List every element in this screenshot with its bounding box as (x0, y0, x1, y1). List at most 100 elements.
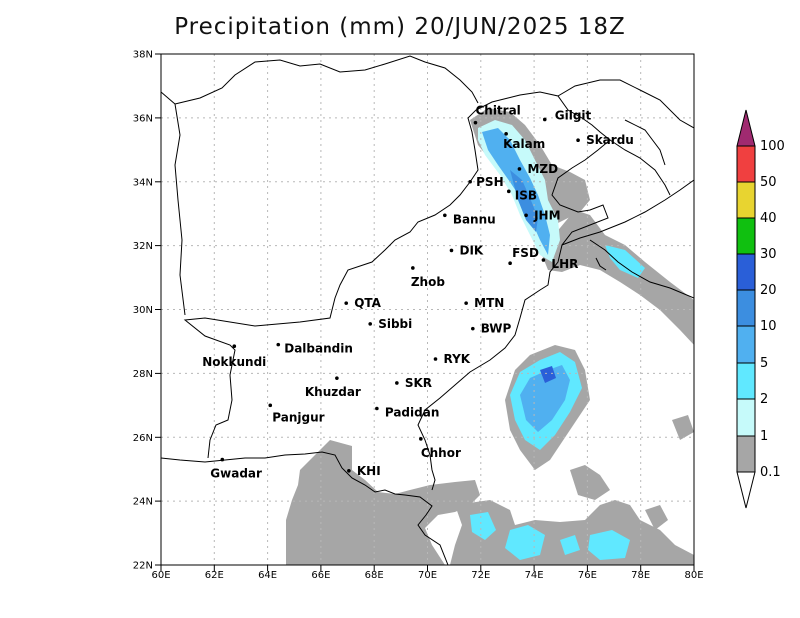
station-marker (276, 342, 281, 347)
india-border (561, 179, 694, 246)
station-label: Zhob (411, 275, 445, 289)
lon-axis-labels: 60E 62E 64E 66E 68E 70E 72E 74E 76E 78E … (151, 570, 703, 581)
precip-area-patch1 (645, 505, 668, 530)
lat-axis-labels: 22N 24N 26N 28N 30N 32N 34N 36N 38N (133, 50, 153, 572)
colorbar-segment (736, 398, 756, 437)
colorbar-label: 50 (760, 175, 777, 190)
colorbar-label: 10 (760, 319, 777, 334)
station-marker (443, 213, 447, 218)
colorbar-label: 100 (760, 139, 785, 154)
station-marker (220, 457, 225, 462)
gridlines (161, 54, 694, 565)
station-label: Panjgur (272, 410, 324, 424)
lon-tick-label: 74E (525, 570, 544, 581)
station-label: Skardu (586, 133, 634, 147)
station-marker (419, 437, 423, 441)
lon-tick-label: 68E (365, 570, 384, 581)
colorbar-label: 1 (760, 429, 768, 444)
boundaries (161, 55, 694, 565)
station-marker (344, 301, 349, 305)
lon-tick-label: 64E (258, 570, 277, 581)
colorbar-label: 2 (760, 392, 768, 407)
station-label: Kalam (503, 137, 545, 151)
map-title: Precipitation (mm) 20/JUN/2025 18Z (174, 14, 626, 40)
colorbar-segment (736, 253, 756, 291)
colorbar-label: 20 (760, 283, 777, 298)
station-label: DIK (459, 243, 483, 257)
station-marker (541, 258, 546, 262)
station-label: Chhor (421, 446, 461, 460)
station-marker (464, 301, 468, 305)
station-label: MZD (527, 162, 558, 176)
region-border2 (589, 239, 694, 299)
station-marker (368, 322, 373, 326)
station-marker (268, 403, 273, 408)
axis-ticks (155, 53, 695, 571)
lon-tick-label: 78E (631, 570, 650, 581)
afghanistan-north (174, 55, 479, 105)
station-marker (395, 381, 399, 385)
station-label: Chitral (475, 104, 520, 118)
station-label: SKR (405, 376, 432, 390)
colorbar-bottom-arrow (736, 471, 756, 509)
station-label: BWP (481, 322, 512, 336)
lat-tick-label: 22N (133, 561, 153, 572)
colorbar-segment (736, 325, 756, 364)
colorbar-segment (736, 289, 756, 327)
colorbar-label: 0.1 (760, 465, 781, 480)
station-label: RYK (443, 352, 470, 366)
station-label: JHM (533, 208, 560, 222)
lat-tick-label: 36N (133, 113, 153, 124)
station-marker (576, 138, 580, 143)
precip-area-arabian-heavy (540, 366, 556, 383)
station-marker (232, 344, 237, 349)
lat-tick-label: 38N (133, 50, 153, 61)
iran-border (161, 91, 186, 316)
precip-area-south-light2 (505, 525, 545, 560)
station-marker (335, 376, 339, 380)
station-marker (468, 179, 472, 184)
station-marker (517, 167, 522, 171)
kashmir-border (609, 139, 671, 196)
precip-area-south-light1 (470, 512, 496, 540)
precip-area-sea-coast (286, 440, 480, 565)
station-label: Gilgit (555, 108, 592, 122)
colorbar-top-arrow (736, 109, 756, 147)
lon-tick-label: 76E (578, 570, 597, 581)
station-marker (433, 357, 438, 361)
lat-tick-label: 30N (133, 305, 153, 316)
lat-tick-label: 24N (133, 497, 153, 508)
coastline (161, 451, 449, 565)
station-marker (471, 326, 475, 331)
station-marker (473, 120, 478, 125)
lon-tick-label: 80E (684, 570, 703, 581)
precip-area-east-south (570, 465, 610, 500)
colorbar-label: 30 (760, 247, 777, 262)
precip-area-arabian-medium (520, 365, 570, 432)
colorbar-segment (736, 217, 756, 255)
station-label: Khuzdar (305, 385, 361, 399)
station-marker (347, 468, 351, 473)
station-marker (375, 406, 379, 411)
river-fragment (595, 257, 607, 271)
station-marker (524, 213, 528, 218)
precip-area-south-light3 (588, 530, 630, 560)
pakistan-border (183, 91, 611, 491)
precip-area-east-light (605, 245, 645, 278)
station-label: Bannu (453, 212, 496, 226)
lon-tick-label: 60E (151, 570, 170, 581)
colorbar-segment (736, 435, 756, 473)
colorbar-segment (736, 362, 756, 400)
colorbar-segment (736, 145, 756, 183)
china-border (557, 79, 694, 129)
station-label: Gwadar (210, 467, 262, 481)
region-border1 (624, 119, 666, 166)
station-label: MTN (474, 296, 504, 310)
precip-area-north-heavy (510, 170, 538, 232)
station-label: ISB (515, 188, 537, 202)
station-label: QTA (354, 296, 381, 310)
precip-layer (286, 108, 694, 565)
lat-tick-label: 32N (133, 241, 153, 252)
colorbar-segment (736, 181, 756, 219)
station-label: LHR (551, 257, 578, 271)
